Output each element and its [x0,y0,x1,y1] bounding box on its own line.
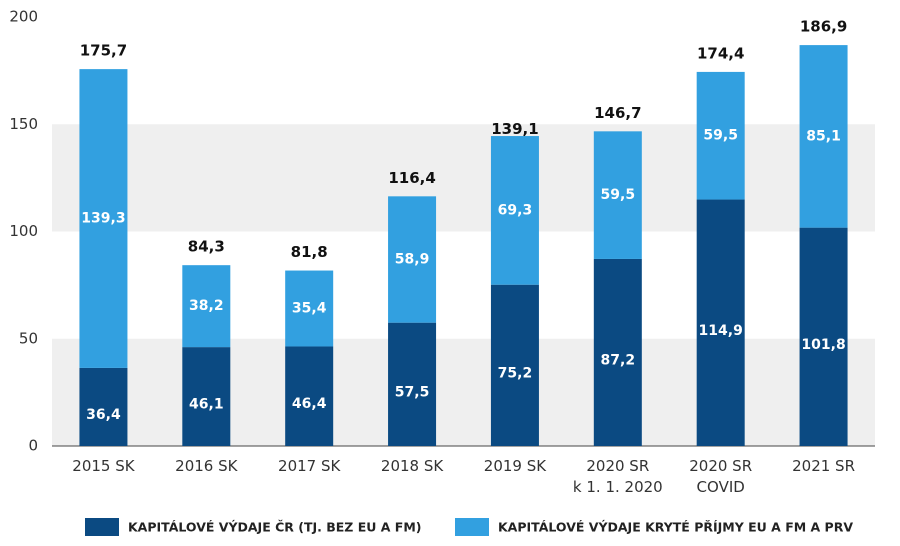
total-label: 146,7 [594,104,641,122]
bar-segment [696,71,745,200]
grid-band [52,338,875,446]
y-tick-label: 100 [9,222,38,240]
y-tick-label: 200 [9,8,38,26]
x-tick-label: 2021 SR [792,457,855,475]
y-tick-label: 0 [28,437,38,455]
bar-segment [593,258,642,446]
value-label: 35,4 [292,301,327,317]
y-tick-label: 50 [19,329,38,347]
value-label: 46,1 [189,397,224,413]
legend-swatch [85,518,119,536]
x-tick-label: 2016 SK [175,457,238,475]
value-label: 58,9 [395,251,430,267]
legend-swatch [455,518,489,536]
value-label: 85,1 [806,128,841,144]
value-label: 69,3 [498,202,533,218]
x-tick-label: 2019 SK [484,457,547,475]
value-label: 36,4 [86,407,121,423]
bar-segment [799,45,848,228]
legend-label: KAPITÁLOVÉ VÝDAJE ČR (TJ. BEZ EU A FM) [128,520,421,535]
total-label: 175,7 [80,42,127,60]
bar-segment [79,69,128,368]
x-tick-label: 2020 SR k 1. 1. 2020 [573,457,663,496]
value-label: 46,4 [292,396,327,412]
bar-segment [182,265,231,348]
value-label: 57,5 [395,384,430,400]
x-tick-label: 2015 SK [72,457,135,475]
x-tick-label: 2018 SK [381,457,444,475]
value-label: 75,2 [498,365,533,381]
bar-segment [388,196,437,323]
bar-segment [799,227,848,446]
bar-segment [696,199,745,446]
value-label: 59,5 [601,187,636,203]
bar-segment [490,136,539,285]
total-label: 81,8 [291,243,328,261]
total-label: 84,3 [188,238,225,256]
value-label: 114,9 [699,323,743,339]
bar-segment [285,270,334,347]
y-tick-label: 150 [9,115,38,133]
bar-segment [593,131,642,259]
bar-segment [285,346,334,446]
value-label: 59,5 [703,128,738,144]
total-label: 186,9 [800,18,847,36]
total-label: 174,4 [697,44,744,62]
value-label: 139,3 [81,211,125,227]
bar-segment [182,347,231,446]
x-tick-label: 2020 SR COVID [689,457,752,496]
bar-segment [388,322,437,446]
total-label: 139,1 [491,120,538,138]
legend-label: KAPITÁLOVÉ VÝDAJE KRYTÉ PŘÍJMY EU A FM A… [498,520,853,535]
value-label: 38,2 [189,298,224,314]
value-label: 87,2 [601,352,636,368]
bar-segment [79,367,128,446]
bar-segment [490,284,539,446]
x-tick-label: 2017 SK [278,457,341,475]
grid-band [52,124,875,232]
value-label: 101,8 [801,337,845,353]
total-label: 116,4 [388,169,435,187]
